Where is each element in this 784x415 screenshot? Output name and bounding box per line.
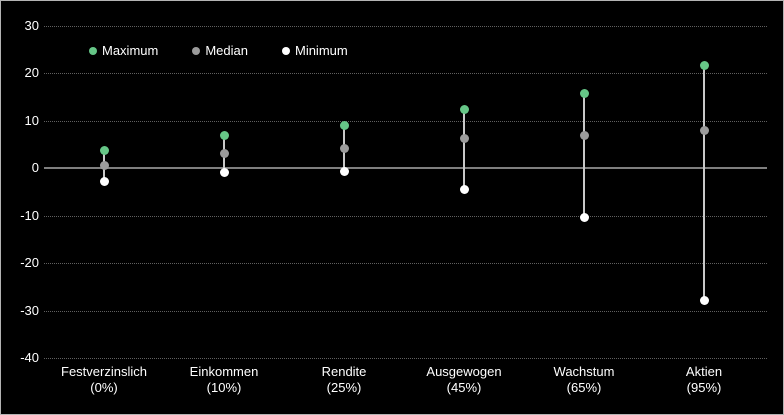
category-name: Ausgewogen [426,364,502,379]
category-label: Festverzinslich (0%) [39,364,169,396]
y-axis-tick-label: -30 [20,302,39,318]
gridline [44,310,767,312]
category-label: Ausgewogen (45%) [399,364,529,396]
gridline [44,358,767,359]
category-allocation: (45%) [446,380,482,395]
category-allocation: (0%) [90,380,118,395]
gridline [44,263,767,265]
x-axis-zero-line [44,167,767,170]
legend-maximum-dot-icon [89,46,97,55]
range-line [583,93,585,218]
maximum-dot [699,61,709,71]
legend-maximum-label: Maximum [102,43,159,58]
y-axis-tick-label: -20 [20,255,39,271]
category-allocation: (65%) [566,380,602,395]
legend-median-dot-icon [192,46,201,55]
range-line [703,65,705,301]
y-axis-tick-label: -40 [20,350,39,365]
y-axis-tick-label: 10 [24,112,39,128]
maximum-dot [219,131,229,141]
minimum-dot [459,185,469,195]
minimum-dot [699,295,709,305]
category-label: Wachstum (65%) [519,364,649,396]
category-allocation: (25%) [326,380,362,395]
gridline [44,215,767,217]
maximum-dot [459,105,469,115]
median-dot [219,149,229,159]
category-name: Aktien [685,364,723,379]
legend-item-minimum: Minimum [281,43,348,58]
median-dot [459,134,469,144]
median-dot [339,143,349,153]
category-name: Rendite [321,364,367,379]
y-axis-tick-label: 30 [24,18,39,33]
median-dot [99,160,109,170]
maximum-dot [579,88,589,98]
maximum-dot [339,120,349,130]
legend-median-label: Median [205,43,248,58]
y-axis-tick-label: 0 [31,160,39,176]
y-axis-tick-label: 20 [24,65,39,81]
range-line [463,109,465,190]
category-allocation: (95%) [686,380,722,395]
category-name: Wachstum [553,364,615,379]
category-allocation: (10%) [206,380,242,395]
category-label: Aktien (95%) [639,364,769,396]
y-axis-tick-label: -10 [20,207,39,223]
category-label: Einkommen (10%) [159,364,289,396]
median-dot [579,130,589,140]
category-name: Festverzinslich [61,364,147,379]
minimum-dot [219,168,229,178]
legend-minimum-dot-icon [281,46,290,55]
gridline [44,73,767,75]
minimum-dot [579,213,589,223]
median-dot [699,125,709,135]
legend-item-median: Median [192,43,248,58]
chart-legend: Maximum Median Minimum [89,43,348,58]
maximum-dot [99,145,109,155]
legend-minimum-label: Minimum [294,43,348,58]
category-label: Rendite (25%) [279,364,409,396]
gridline [44,120,767,122]
legend-item-maximum: Maximum [89,43,158,58]
category-name: Einkommen [189,364,259,379]
minimum-dot [99,177,109,187]
minimum-dot [339,167,349,177]
gridline [44,26,767,27]
